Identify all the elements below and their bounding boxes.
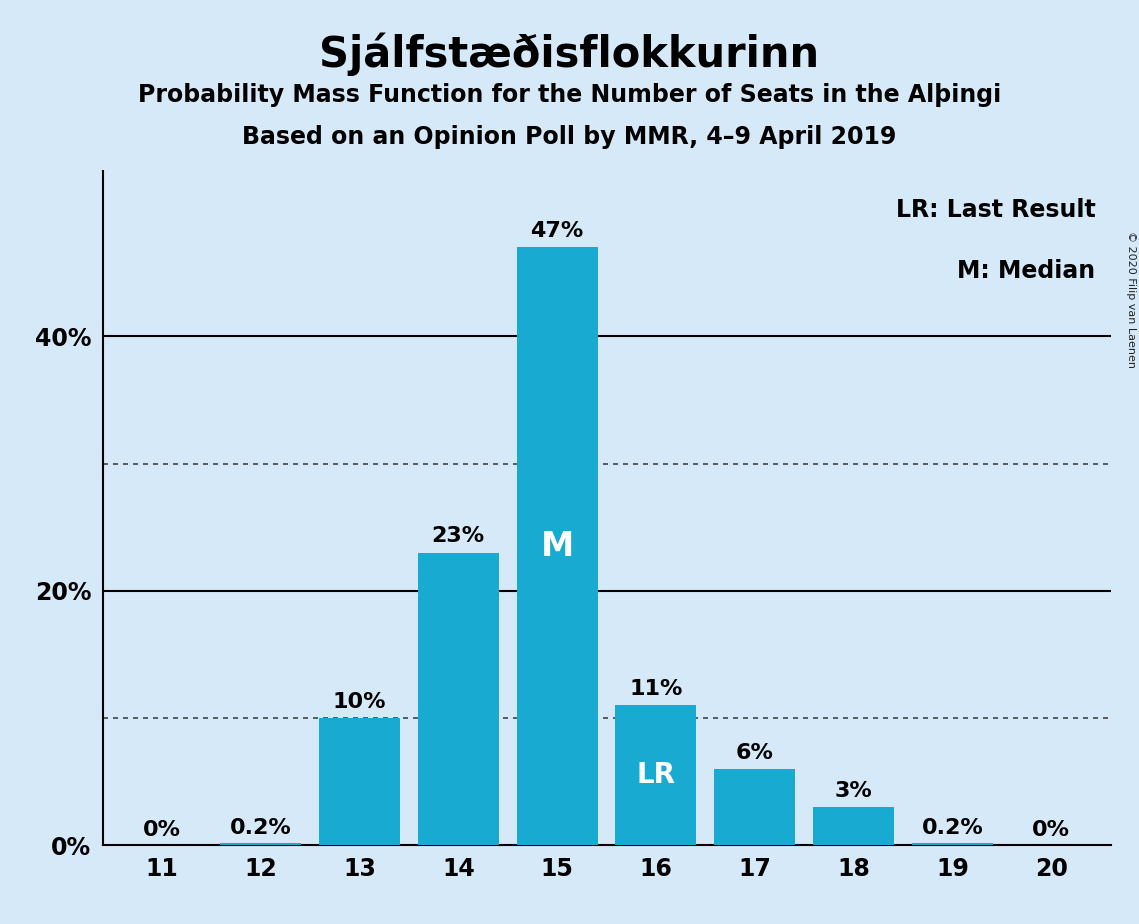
Text: 47%: 47%	[531, 221, 583, 241]
Bar	[319, 718, 400, 845]
Text: M: Median: M: Median	[957, 259, 1096, 283]
Text: 23%: 23%	[432, 527, 485, 546]
Text: 10%: 10%	[333, 692, 386, 711]
Text: 0.2%: 0.2%	[921, 818, 983, 838]
Bar	[912, 843, 993, 845]
Bar	[813, 808, 894, 845]
Bar	[714, 769, 795, 845]
Bar	[615, 705, 696, 845]
Text: 0%: 0%	[1032, 821, 1071, 840]
Text: M: M	[541, 529, 574, 563]
Text: LR: LR	[637, 761, 675, 789]
Bar	[517, 248, 598, 845]
Text: Probability Mass Function for the Number of Seats in the Alþingi: Probability Mass Function for the Number…	[138, 83, 1001, 107]
Text: 3%: 3%	[835, 781, 872, 801]
Bar	[418, 553, 499, 845]
Text: LR: Last Result: LR: Last Result	[895, 198, 1096, 222]
Text: Based on an Opinion Poll by MMR, 4–9 April 2019: Based on an Opinion Poll by MMR, 4–9 Apr…	[243, 125, 896, 149]
Text: 11%: 11%	[629, 679, 682, 699]
Text: 6%: 6%	[736, 743, 773, 762]
Bar	[220, 843, 301, 845]
Text: © 2020 Filip van Laenen: © 2020 Filip van Laenen	[1126, 231, 1136, 368]
Text: Sjálfstæðisflokkurinn: Sjálfstæðisflokkurinn	[319, 32, 820, 76]
Text: 0.2%: 0.2%	[230, 818, 292, 838]
Text: 0%: 0%	[142, 821, 181, 840]
